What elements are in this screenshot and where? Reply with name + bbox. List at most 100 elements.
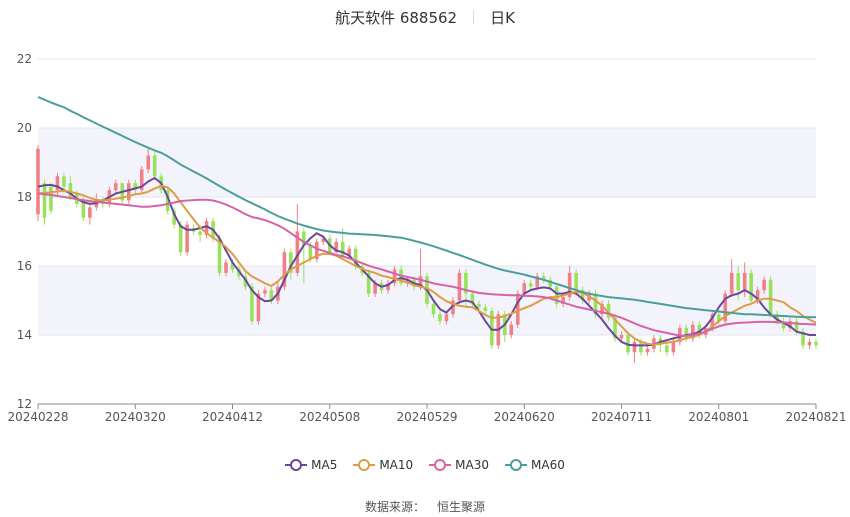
candle-body — [645, 348, 650, 353]
candle-body — [729, 272, 734, 294]
legend-item-ma10[interactable]: MA10 — [353, 458, 413, 472]
candle — [665, 341, 669, 356]
candle-body — [126, 183, 131, 201]
candle-body — [418, 276, 423, 287]
candle-body — [632, 341, 637, 353]
candle — [315, 238, 319, 263]
candle-body — [509, 324, 514, 335]
candle — [392, 266, 397, 287]
candle-body — [340, 241, 345, 256]
source-label: 数据来源： — [364, 500, 425, 514]
candle-body — [742, 272, 747, 291]
candle-body — [606, 303, 611, 318]
y-tick-label: 16 — [17, 259, 32, 273]
legend-item-ma30[interactable]: MA30 — [429, 458, 489, 472]
candle — [405, 276, 410, 287]
candle — [224, 259, 228, 277]
candle-body — [438, 314, 442, 322]
y-tick-label: 22 — [17, 52, 32, 66]
candle-body — [600, 303, 604, 315]
candle — [645, 345, 650, 356]
candle-body — [541, 276, 546, 280]
candle — [483, 303, 488, 315]
candle-body — [710, 314, 715, 329]
candle-body — [801, 331, 805, 346]
legend-item-ma60[interactable]: MA60 — [505, 458, 565, 472]
candle — [606, 300, 611, 322]
candle — [152, 152, 157, 180]
x-tick-label: 20240821 — [785, 410, 846, 424]
candle-body — [723, 293, 728, 322]
candle — [49, 183, 53, 215]
candle — [204, 217, 209, 239]
candle — [801, 328, 805, 349]
candle — [165, 186, 170, 215]
candle-body — [204, 221, 209, 235]
candle-body — [224, 262, 228, 273]
candle-body — [483, 307, 488, 311]
candle-body — [185, 224, 189, 253]
candle-body — [691, 324, 695, 339]
y-tick-label: 18 — [17, 190, 32, 204]
candle — [762, 276, 766, 294]
candle-body — [230, 262, 235, 270]
candle — [567, 266, 572, 301]
candle — [42, 179, 47, 225]
candle — [139, 165, 144, 194]
candle-body — [237, 269, 241, 277]
candle — [781, 317, 786, 332]
candle — [438, 310, 442, 325]
period-selector[interactable]: 日K — [490, 8, 515, 27]
candle — [237, 266, 241, 280]
candle-body — [165, 190, 170, 211]
candle-body — [490, 310, 494, 346]
candle-body — [347, 248, 351, 256]
candle — [691, 321, 695, 342]
candle-body — [593, 293, 598, 315]
candle-body — [749, 272, 753, 301]
candle — [55, 172, 60, 197]
candle-body — [528, 283, 533, 287]
candle-body — [684, 328, 689, 339]
candle-body — [256, 293, 261, 322]
candle — [185, 221, 189, 256]
legend-label-ma5: MA5 — [311, 458, 338, 472]
candle-body — [172, 210, 176, 225]
candle — [172, 207, 176, 229]
legend-item-ma5[interactable]: MA5 — [285, 458, 337, 472]
candle — [619, 331, 624, 342]
ma30-line — [37, 192, 817, 337]
candle — [366, 269, 371, 298]
source-value: 恒生聚源 — [437, 500, 486, 514]
candle-body — [639, 341, 643, 353]
candle — [282, 248, 287, 291]
candle — [431, 300, 436, 318]
candle-body — [68, 183, 73, 197]
candle-body — [55, 176, 60, 191]
y-tick-label: 20 — [17, 121, 32, 135]
candle-body — [353, 248, 358, 266]
candle-body — [269, 290, 274, 301]
candle-body — [781, 321, 786, 329]
x-tick-label: 20240620 — [494, 410, 555, 424]
candle-body — [146, 155, 150, 170]
candle — [515, 290, 520, 329]
candle-body — [554, 286, 559, 304]
candle — [418, 248, 423, 291]
candle — [295, 203, 300, 277]
candle — [451, 297, 455, 318]
chart-title: 航天软件 688562 — [335, 8, 458, 27]
candle-body — [755, 290, 760, 301]
x-axis: 20240228 20240320 20240412 20240508 20240529… — [7, 403, 847, 424]
candle-body — [36, 148, 40, 215]
candle-body — [217, 238, 222, 273]
candle — [736, 266, 740, 301]
candle-body — [315, 241, 319, 260]
candle-body — [697, 324, 702, 335]
candle-body — [334, 241, 339, 253]
ma5-legend-icon — [285, 458, 308, 472]
candle — [457, 269, 462, 304]
candle-body — [613, 317, 617, 339]
candle — [490, 307, 494, 349]
